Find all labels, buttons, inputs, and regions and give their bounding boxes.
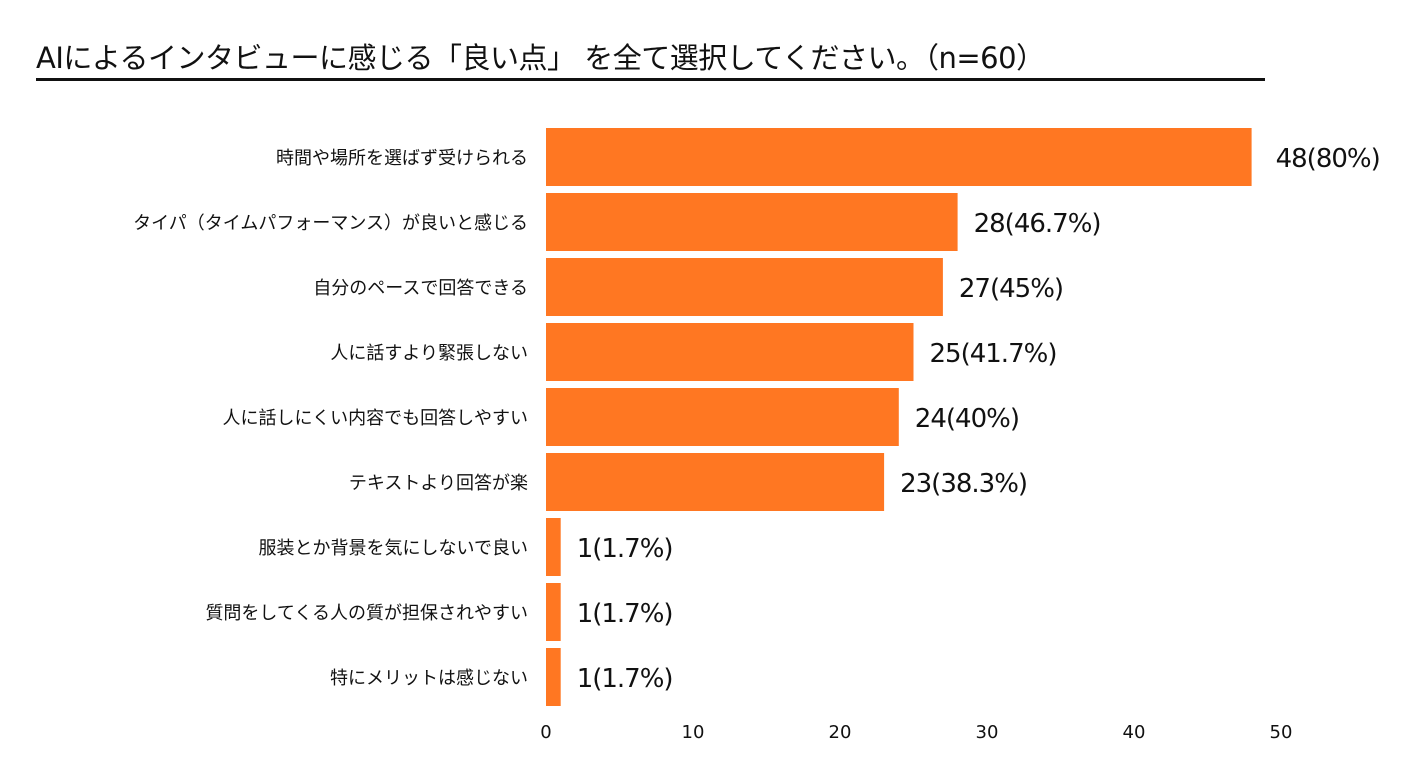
category-label: 服装とか背景を気にしないで良い [259,538,528,559]
category-label: 時間や場所を選ばず受けられる [276,148,528,169]
data-label: 24(40%) [915,404,1019,434]
bar [546,193,958,251]
bar [546,258,943,316]
category-label: タイパ（タイムパフォーマンス）が良いと感じる [133,213,528,234]
x-tick-label: 20 [829,722,852,743]
category-label: テキストより回答が楽 [349,473,528,494]
data-label: 1(1.7%) [577,599,673,629]
bar [546,323,914,381]
category-label: 人に話すより緊張しない [330,343,528,364]
data-label: 28(46.7%) [974,209,1101,239]
bar [546,648,561,706]
data-label: 23(38.3%) [900,469,1027,499]
data-label: 1(1.7%) [577,664,673,694]
category-label: 質問をしてくる人の質が担保されやすい [205,603,528,624]
chart-title: AIによるインタビューに感じる「良い点」 を全て選択してください。（n=60） [36,38,1265,81]
data-label: 27(45%) [959,274,1063,304]
category-label: 特にメリットは感じない [330,668,528,689]
data-label: 25(41.7%) [930,339,1057,369]
bar [546,518,561,576]
bar [546,128,1252,186]
bar [546,453,885,511]
bar [546,583,561,641]
x-tick-label: 50 [1270,722,1293,743]
bar [546,388,899,446]
x-tick-label: 10 [682,722,705,743]
data-label: 1(1.7%) [577,534,673,564]
x-tick-label: 40 [1123,722,1146,743]
category-label: 人に話しにくい内容でも回答しやすい [223,408,528,429]
data-label: 48(80%) [1276,144,1380,174]
x-tick-label: 0 [540,722,551,743]
x-tick-label: 30 [976,722,999,743]
category-label: 自分のペースで回答できる [313,278,528,299]
